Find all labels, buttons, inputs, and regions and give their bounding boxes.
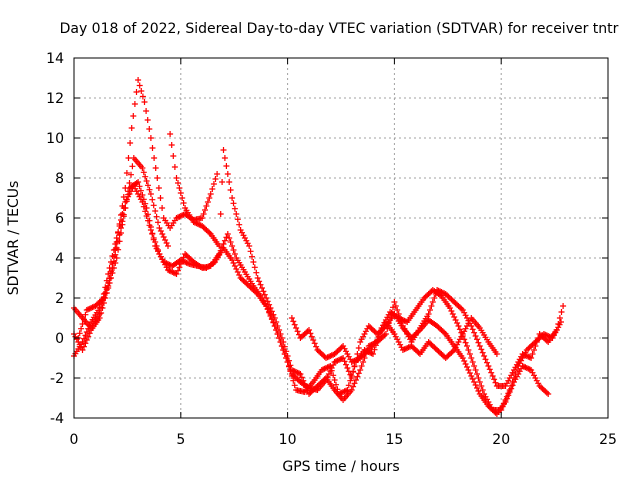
y-tick-label: 2 bbox=[55, 291, 64, 307]
x-tick-label: 20 bbox=[492, 432, 510, 448]
x-tick-label: 25 bbox=[599, 432, 617, 448]
plot-frame bbox=[73, 57, 609, 419]
y-tick-label: 6 bbox=[55, 211, 64, 227]
y-tick-label: 10 bbox=[46, 131, 64, 147]
y-tick-label: 14 bbox=[46, 51, 64, 67]
y-tick-label: 4 bbox=[55, 251, 64, 267]
data-points bbox=[71, 77, 567, 417]
series-track-5 bbox=[288, 315, 500, 365]
y-tick-label: 0 bbox=[55, 331, 64, 347]
x-tick-label: 15 bbox=[385, 432, 403, 448]
series-track-4 bbox=[71, 131, 567, 403]
x-axis-label: GPS time / hours bbox=[282, 459, 399, 475]
x-tick-label: 10 bbox=[279, 432, 297, 448]
grid bbox=[74, 58, 608, 418]
x-tick-label: 0 bbox=[70, 432, 79, 448]
x-tick-label: 5 bbox=[176, 432, 185, 448]
y-tick-label: 12 bbox=[46, 91, 64, 107]
axis-ticks: 0 5 10 15 20 25 -4 -2 0 2 4 6 8 10 12 14 bbox=[46, 51, 617, 448]
y-axis-label: SDTVAR / TECUs bbox=[6, 181, 22, 296]
y-tick-label: -2 bbox=[50, 371, 64, 387]
plus-markers bbox=[288, 315, 500, 365]
y-tick-label: -4 bbox=[50, 411, 64, 427]
chart-title: Day 018 of 2022, Sidereal Day-to-day VTE… bbox=[60, 21, 619, 37]
y-tick-label: 8 bbox=[55, 171, 64, 187]
plus-markers bbox=[71, 131, 567, 403]
